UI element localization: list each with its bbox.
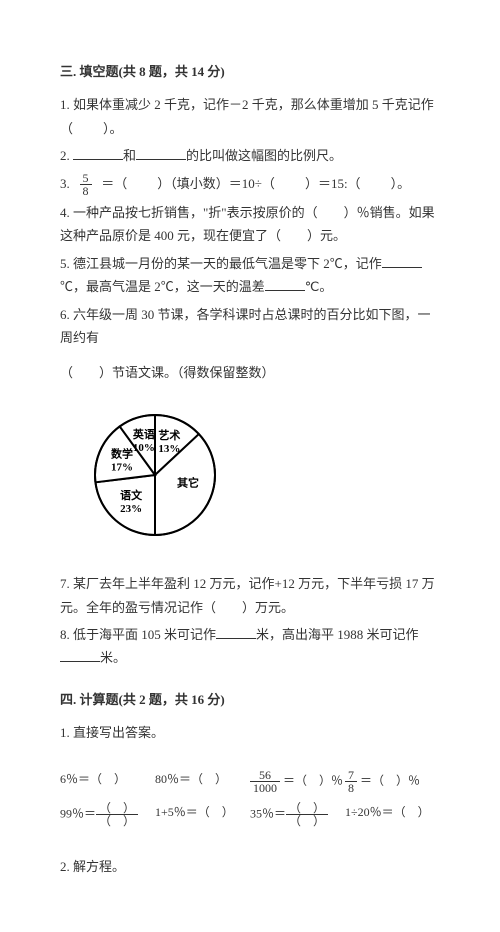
- q3-b: ＝（: [98, 176, 127, 191]
- svg-text:17%: 17%: [111, 461, 133, 473]
- r1d-n: 7: [345, 769, 357, 782]
- r2a-pre: 99％＝: [60, 806, 96, 820]
- q8-a: 8. 低于海平面 105 米可记作: [60, 627, 216, 642]
- s4-q2: 2. 解方程。: [60, 855, 440, 878]
- q3-c: ）（填小数）＝10÷（: [157, 176, 275, 191]
- q2-blank1: [73, 145, 123, 160]
- q8: 8. 低于海平面 105 米可记作 米，高出海平 1988 米可记作米。: [60, 623, 440, 670]
- svg-text:语文: 语文: [120, 488, 143, 502]
- r1c-n: 56: [250, 769, 280, 782]
- q3-a: 3.: [60, 176, 73, 191]
- q1-text-b: ）。: [103, 121, 123, 136]
- r2-b: 1+5％＝（ ）: [155, 802, 250, 827]
- q2-b: 和: [123, 148, 136, 163]
- section4-title: 四. 计算题(共 2 题，共 16 分): [60, 688, 440, 711]
- q6b: （ ）节语文课。（得数保留整数）: [60, 361, 440, 384]
- q8-c: 米。: [100, 650, 126, 665]
- r2a-frac: （ ）（ ）: [96, 802, 138, 827]
- q3-e: ）。: [391, 176, 411, 191]
- pie-chart: 艺术13%其它语文23%数学17%英语10%: [80, 400, 440, 557]
- q5: 5. 德江县城一月份的某一天的最低气温是零下 2℃，记作 ℃，最高气温是 2℃，这…: [60, 252, 440, 299]
- q2-a: 2.: [60, 148, 73, 163]
- r2a-d: （ ）: [96, 815, 138, 827]
- r1-c: 561000 ＝（ ）％: [250, 769, 345, 794]
- svg-text:数学: 数学: [111, 446, 133, 460]
- q1-paren: [73, 121, 103, 136]
- q3-p3: [361, 176, 391, 191]
- r1-d: 78 ＝（ ）％: [345, 769, 440, 794]
- r1-a: 6％＝（ ）: [60, 769, 155, 794]
- s4-q1: 1. 直接写出答案。: [60, 721, 440, 744]
- svg-text:23%: 23%: [120, 503, 142, 515]
- q3-p1: [127, 176, 157, 191]
- q4: 4. 一种产品按七折销售，"折"表示按原价的（ ）％销售。如果这种产品原价是 4…: [60, 201, 440, 248]
- r1d-d: 8: [345, 782, 357, 794]
- q5-a: 5. 德江县城一月份的某一天的最低气温是零下 2℃，记作: [60, 256, 382, 271]
- q2-c: 的比叫做这幅图的比例尺。: [186, 148, 342, 163]
- q8-blank2: [60, 647, 100, 662]
- r1d-post: ＝（ ）％: [357, 773, 420, 787]
- q3: 3. 58 ＝（ ）（填小数）＝10÷（ ）＝15:（ ）。: [60, 172, 440, 198]
- q8-b: 米，高出海平 1988 米可记作: [256, 627, 419, 642]
- q3-frac-d: 8: [80, 185, 92, 197]
- q7: 7. 某厂去年上半年盈利 12 万元，记作+12 万元，下半年亏损 17 万元。…: [60, 572, 440, 619]
- r2-c: 35％＝（ ）（ ）: [250, 802, 345, 827]
- q3-d: ）＝15:（: [305, 176, 361, 191]
- r2c-pre: 35％＝: [250, 806, 286, 820]
- calc-row-2: 99％＝（ ）（ ） 1+5％＝（ ） 35％＝（ ）（ ） 1÷20％＝（ ）: [60, 802, 440, 827]
- q2-blank2: [136, 145, 186, 160]
- q2: 2. 和 的比叫做这幅图的比例尺。: [60, 144, 440, 167]
- pie-svg: 艺术13%其它语文23%数学17%英语10%: [80, 400, 240, 550]
- svg-text:10%: 10%: [133, 442, 155, 454]
- r1d-frac: 78: [345, 769, 357, 794]
- q5-blank2: [265, 276, 305, 291]
- q5-b: ℃，最高气温是 2℃，这一天的温差: [60, 279, 265, 294]
- r2-d: 1÷20％＝（ ）: [345, 802, 440, 827]
- r2c-frac: （ ）（ ）: [286, 802, 328, 827]
- q8-blank1: [216, 624, 256, 639]
- r2c-n: （ ）: [286, 802, 328, 815]
- r1c-d: 1000: [250, 782, 280, 794]
- q5-c: ℃。: [305, 279, 333, 294]
- r1-b: 80％＝（ ）: [155, 769, 250, 794]
- q6: 6. 六年级一周 30 节课，各学科课时占总课时的百分比如下图，一周约有: [60, 303, 440, 350]
- calc-row-1: 6％＝（ ） 80％＝（ ） 561000 ＝（ ）％ 78 ＝（ ）％: [60, 769, 440, 794]
- q1: 1. 如果体重减少 2 千克，记作－2 千克，那么体重增加 5 千克记作（ ）。: [60, 93, 440, 140]
- section3-title: 三. 填空题(共 8 题，共 14 分): [60, 60, 440, 83]
- q3-frac: 58: [80, 172, 92, 197]
- q3-p2: [275, 176, 305, 191]
- r1c-frac: 561000: [250, 769, 280, 794]
- r2a-n: （ ）: [96, 802, 138, 815]
- svg-text:英语: 英语: [132, 427, 155, 441]
- q5-blank1: [382, 253, 422, 268]
- svg-text:艺术: 艺术: [158, 428, 180, 442]
- r2c-d: （ ）: [286, 815, 328, 827]
- r2-a: 99％＝（ ）（ ）: [60, 802, 155, 827]
- svg-text:其它: 其它: [177, 475, 199, 489]
- r1c-post: ＝（ ）％: [280, 773, 343, 787]
